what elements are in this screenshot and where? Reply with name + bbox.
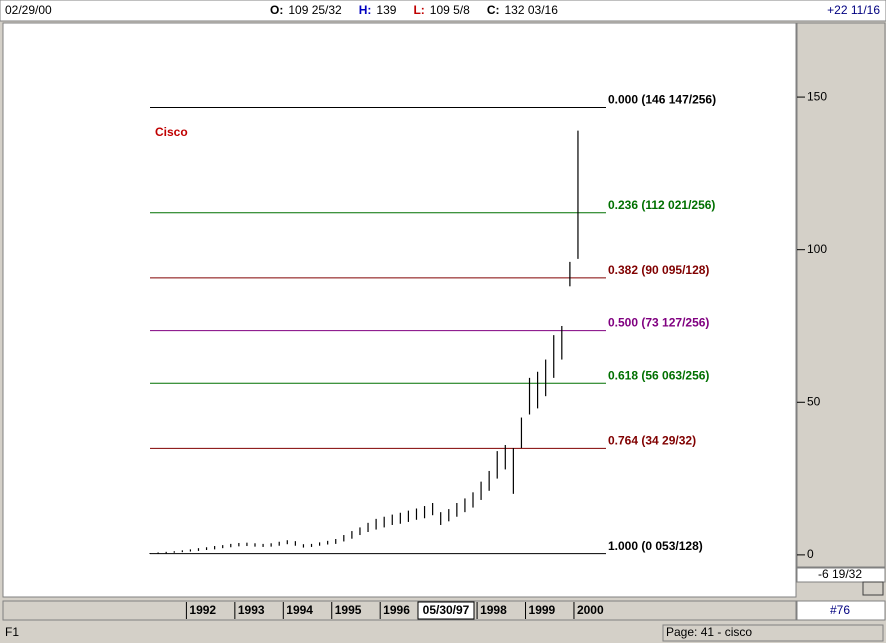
- date: 02/29/00: [5, 3, 52, 17]
- key-hint: F1: [5, 625, 19, 639]
- x-tick-label: 1996: [383, 603, 410, 617]
- cursor-date-box: [417, 601, 475, 620]
- x-tick-label: 2000: [577, 603, 604, 617]
- y-tick-label: 100: [807, 242, 827, 256]
- cursor-value: -6 19/32: [818, 567, 862, 581]
- plot-area: [2, 22, 797, 598]
- field-label: L:: [413, 3, 424, 17]
- y-tick-label: 50: [807, 394, 821, 408]
- record: #76: [830, 603, 850, 617]
- field-label: H:: [359, 3, 372, 17]
- time-axis: [2, 600, 797, 621]
- fib-label: 0.000 (146 147/256): [608, 93, 716, 107]
- field-value: 109 25/32: [288, 3, 342, 17]
- fib-label: 0.764 (34 29/32): [608, 434, 696, 448]
- fib-label: 1.000 (0 053/128): [608, 539, 703, 553]
- record-box: [796, 600, 886, 621]
- field-value: 132 03/16: [504, 3, 558, 17]
- info-bar: [0, 0, 886, 22]
- x-tick-label: 1999: [529, 603, 556, 617]
- field-label: O:: [270, 3, 283, 17]
- x-tick-label: 1994: [286, 603, 313, 617]
- y-tick-label: 150: [807, 89, 827, 103]
- page-status: Page: 41 - cisco: [666, 625, 752, 639]
- x-tick-label: 1998: [480, 603, 507, 617]
- x-tick-label: 1993: [238, 603, 265, 617]
- y-tick-label: 0: [807, 547, 814, 561]
- price-axis: [796, 22, 886, 568]
- cursor-value-box: [796, 567, 886, 583]
- status-panel: [662, 624, 884, 642]
- fib-label: 0.236 (112 021/256): [608, 198, 715, 212]
- cursor-date: 05/30/97: [423, 603, 470, 617]
- fib-label: 0.618 (56 063/256): [608, 368, 709, 382]
- change: +22 11/16: [827, 3, 880, 17]
- field-value: 139: [376, 3, 396, 17]
- field-value: 109 5/8: [430, 3, 470, 17]
- fib-label: 0.382 (90 095/128): [608, 263, 709, 277]
- field-label: C:: [487, 3, 500, 17]
- x-tick-label: 1992: [189, 603, 216, 617]
- fib-label: 0.500 (73 127/256): [608, 316, 709, 330]
- x-tick-label: 1995: [335, 603, 362, 617]
- zoom-button[interactable]: [862, 581, 884, 596]
- symbol-name: Cisco: [155, 125, 188, 139]
